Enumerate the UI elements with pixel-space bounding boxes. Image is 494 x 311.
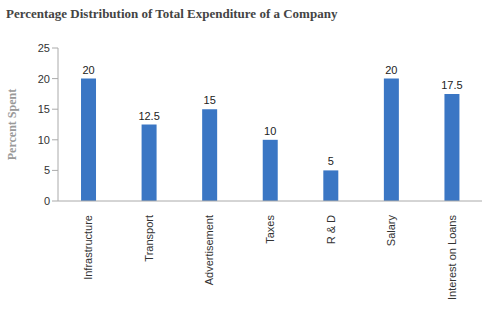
- svg-text:Advertisement: Advertisement: [203, 215, 215, 285]
- svg-text:15: 15: [38, 103, 50, 115]
- svg-text:Interest on Loans: Interest on Loans: [446, 215, 458, 301]
- svg-text:15: 15: [204, 94, 216, 106]
- svg-text:Transport: Transport: [143, 215, 155, 262]
- svg-text:R & D: R & D: [325, 215, 337, 244]
- svg-text:25: 25: [38, 42, 50, 54]
- svg-text:Taxes: Taxes: [264, 215, 276, 244]
- svg-text:5: 5: [328, 155, 334, 167]
- svg-text:17.5: 17.5: [441, 79, 462, 91]
- svg-text:10: 10: [264, 125, 276, 137]
- svg-text:10: 10: [38, 134, 50, 146]
- svg-text:5: 5: [44, 164, 50, 176]
- svg-text:20: 20: [385, 64, 397, 76]
- svg-text:20: 20: [82, 64, 94, 76]
- svg-text:0: 0: [44, 195, 50, 207]
- svg-text:Percent Spent: Percent Spent: [8, 89, 19, 160]
- svg-text:Infrastructure: Infrastructure: [82, 215, 94, 280]
- svg-text:12.5: 12.5: [138, 110, 159, 122]
- svg-text:20: 20: [38, 73, 50, 85]
- html-text:Percentage Distribution of Tot: Percentage Distribution of Total Expendi…: [6, 6, 338, 21]
- svg-text:Salary: Salary: [385, 215, 397, 247]
